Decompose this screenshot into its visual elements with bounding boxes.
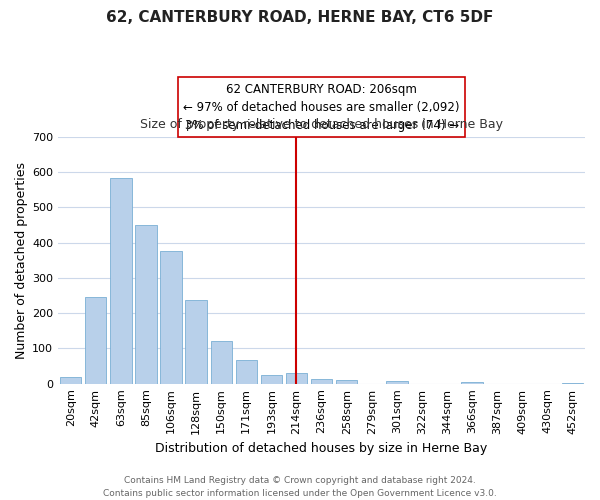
Text: 62 CANTERBURY ROAD: 206sqm
← 97% of detached houses are smaller (2,092)
3% of se: 62 CANTERBURY ROAD: 206sqm ← 97% of deta… (184, 83, 460, 132)
Y-axis label: Number of detached properties: Number of detached properties (15, 162, 28, 358)
Title: Size of property relative to detached houses in Herne Bay: Size of property relative to detached ho… (140, 118, 503, 132)
Bar (261, 375, 282, 384)
Bar (211, 340, 232, 384)
Bar (60, 378, 82, 384)
Bar (461, 382, 483, 384)
Bar (110, 178, 131, 384)
Bar (386, 380, 407, 384)
Bar (85, 296, 106, 384)
Bar (336, 380, 358, 384)
Bar (286, 372, 307, 384)
Bar (236, 360, 257, 384)
X-axis label: Distribution of detached houses by size in Herne Bay: Distribution of detached houses by size … (155, 442, 488, 455)
Bar (185, 300, 207, 384)
Text: 62, CANTERBURY ROAD, HERNE BAY, CT6 5DF: 62, CANTERBURY ROAD, HERNE BAY, CT6 5DF (106, 10, 494, 25)
Bar (311, 378, 332, 384)
Text: Contains HM Land Registry data © Crown copyright and database right 2024.
Contai: Contains HM Land Registry data © Crown c… (103, 476, 497, 498)
Bar (160, 252, 182, 384)
Bar (562, 382, 583, 384)
Bar (135, 226, 157, 384)
